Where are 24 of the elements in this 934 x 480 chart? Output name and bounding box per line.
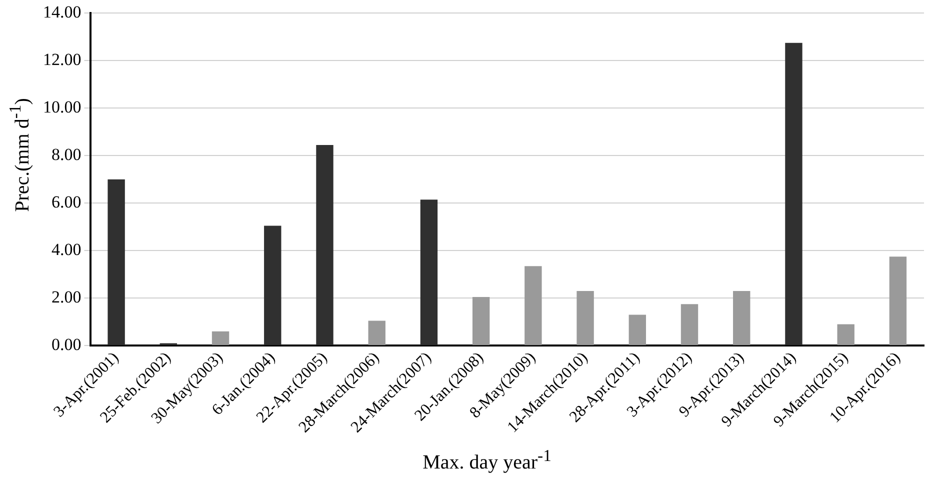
- bar: [889, 256, 907, 346]
- bar: [628, 314, 646, 346]
- bar: [316, 144, 334, 346]
- bar: [680, 304, 698, 346]
- x-axis-title: Max. day year$^{-1}$: [422, 446, 552, 475]
- bar: [785, 42, 802, 346]
- y-tick-label: 8.00: [52, 145, 82, 164]
- y-tick-label: 4.00: [52, 240, 82, 260]
- bar: [576, 291, 594, 346]
- bar: [472, 296, 490, 346]
- bar: [733, 291, 750, 346]
- y-tick-label: 14.00: [43, 2, 82, 22]
- y-tick-label: 0.00: [52, 335, 82, 354]
- y-tick-label: 6.00: [52, 192, 82, 212]
- bar: [212, 331, 230, 346]
- bar: [264, 226, 282, 346]
- y-tick-label: 12.00: [43, 50, 82, 70]
- bar: [837, 324, 854, 346]
- bar: [368, 320, 386, 346]
- bar: [108, 179, 125, 346]
- bar: [420, 200, 438, 346]
- bar: [524, 266, 542, 346]
- y-tick-label: 2.00: [52, 288, 82, 307]
- y-tick-label: 10.00: [43, 98, 82, 117]
